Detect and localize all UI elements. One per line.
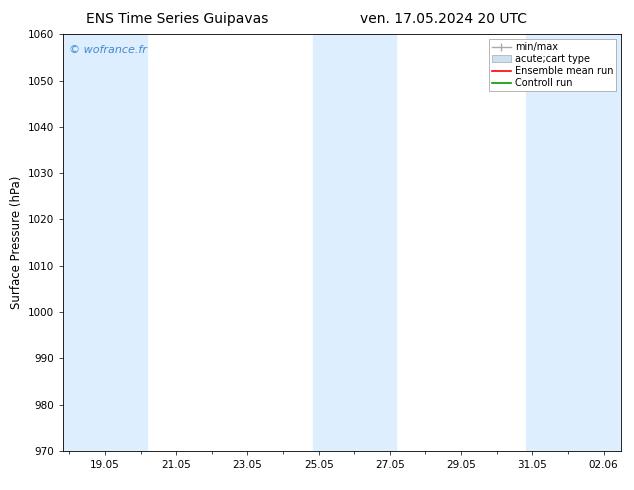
- Y-axis label: Surface Pressure (hPa): Surface Pressure (hPa): [10, 176, 23, 309]
- Text: ENS Time Series Guipavas: ENS Time Series Guipavas: [86, 12, 269, 26]
- Text: ven. 17.05.2024 20 UTC: ven. 17.05.2024 20 UTC: [360, 12, 527, 26]
- Text: © wofrance.fr: © wofrance.fr: [69, 45, 147, 55]
- Legend: min/max, acute;cart type, Ensemble mean run, Controll run: min/max, acute;cart type, Ensemble mean …: [489, 39, 616, 91]
- Bar: [63, 34, 146, 451]
- Bar: [526, 34, 621, 451]
- Bar: [313, 34, 396, 451]
